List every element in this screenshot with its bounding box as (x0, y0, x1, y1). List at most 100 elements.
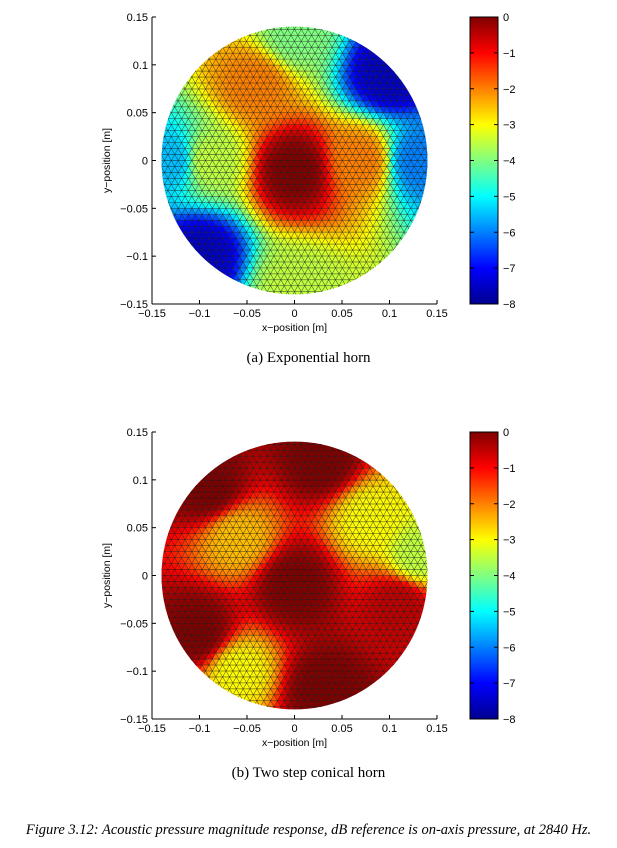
mesh-triangle (201, 261, 210, 269)
mesh-triangle (305, 298, 312, 304)
mesh-triangle (195, 58, 203, 66)
mesh-triangle (379, 676, 388, 684)
mesh-triangle (273, 291, 282, 295)
mesh-triangle (205, 46, 213, 54)
colorbar-tick-label: −3 (503, 120, 516, 132)
mesh-triangle (181, 243, 189, 251)
mesh-triangle (413, 634, 422, 642)
mesh-triangle (167, 629, 176, 636)
x-tick-label: 0.1 (382, 308, 397, 320)
mesh-triangle (222, 40, 230, 48)
colorbar-tick-label: −2 (503, 84, 516, 96)
mesh-triangle (246, 706, 254, 710)
mesh-triangle (428, 172, 435, 178)
mesh-triangle (338, 28, 347, 36)
mesh-triangle (393, 249, 401, 257)
mesh-triangle (256, 26, 265, 30)
mesh-triangle (222, 688, 230, 696)
mesh-triangle (177, 76, 186, 84)
mesh-triangle (328, 26, 336, 30)
mesh-triangle (154, 576, 161, 582)
mesh-triangle (321, 706, 330, 710)
mesh-triangle (294, 706, 302, 710)
mesh-triangle (294, 26, 302, 30)
mesh-triangle (259, 706, 268, 710)
mesh-triangle (417, 106, 425, 113)
mesh-triangle (154, 184, 161, 190)
mesh-triangle (369, 267, 377, 275)
mesh-triangle (324, 706, 333, 710)
mesh-triangle (208, 682, 217, 690)
y-tick-label: 0.15 (127, 12, 148, 24)
mesh-triangle (424, 160, 428, 167)
mesh-triangle (277, 713, 284, 719)
mesh-triangle (239, 700, 247, 707)
mesh-triangle (208, 267, 217, 275)
mesh-triangle (161, 202, 169, 209)
mesh-triangle (212, 267, 220, 275)
mesh-triangle (396, 243, 405, 251)
mesh-triangle (249, 285, 258, 293)
mesh-triangle (342, 285, 350, 292)
mesh-triangle (324, 291, 333, 295)
mesh-triangle (312, 17, 319, 23)
mesh-triangle (225, 694, 234, 702)
mesh-triangle (400, 652, 408, 660)
mesh-triangle (154, 587, 161, 593)
mesh-triangle (324, 26, 333, 30)
mesh-triangle (312, 298, 319, 304)
mesh-triangle (154, 143, 161, 149)
mesh-triangle (256, 706, 265, 710)
mesh-triangle (161, 599, 165, 606)
mesh-triangle (253, 291, 261, 295)
mesh-triangle (249, 28, 258, 36)
mesh-triangle (177, 237, 186, 245)
mesh-triangle (232, 694, 241, 702)
mesh-triangle (167, 100, 176, 107)
y-axis-label: y−position [m] (101, 128, 113, 193)
mesh-triangle (428, 143, 435, 149)
panel-exponential-horn: −0.15 −0.1 −0.05 0 0.05 0.1 0.15 0.15 0.1 0.05 0 −0… (0, 0, 617, 400)
mesh-triangle (376, 46, 384, 54)
mesh-triangle (184, 70, 193, 78)
mesh-triangle (174, 231, 182, 239)
mesh-triangle (366, 40, 374, 48)
x-tick-label: −0.05 (233, 308, 261, 320)
mesh-triangle (259, 26, 268, 30)
mesh-triangle (366, 688, 374, 696)
mesh-triangle (372, 267, 381, 275)
mesh-triangle (263, 706, 271, 710)
mesh-triangle (242, 28, 251, 36)
mesh-triangle (417, 628, 425, 636)
panel-two-step-conical-horn: −0.15 −0.1 −0.05 0 0.05 0.1 0.15 0.15 0.1 0.05 0 −0… (0, 415, 617, 815)
mesh-triangle (403, 76, 412, 84)
mesh-triangle (256, 291, 265, 295)
mesh-triangle (307, 706, 316, 710)
mesh-triangle (396, 70, 405, 78)
mesh-triangle (379, 52, 388, 60)
mesh-triangle (164, 100, 172, 108)
colorbar-tick-label: −6 (503, 227, 516, 239)
x-tick-label: 0.05 (331, 308, 352, 320)
mesh-triangle (318, 291, 326, 295)
mesh-triangle (318, 26, 326, 30)
mesh-triangle (171, 225, 179, 233)
mesh-triangle (352, 35, 360, 42)
mesh-triangle (266, 26, 275, 30)
mesh-triangle (417, 623, 425, 630)
mesh-triangle (424, 172, 428, 179)
mesh-triangle (161, 545, 165, 552)
mesh-triangle (271, 17, 278, 23)
mesh-triangle (428, 593, 435, 599)
mesh-triangle (259, 291, 268, 295)
mesh-triangle (428, 137, 435, 143)
mesh-triangle (359, 688, 367, 696)
mesh-triangle (345, 28, 353, 36)
mesh-triangle (312, 713, 319, 719)
colorbar-tick-label: −8 (503, 299, 516, 311)
mesh-triangle (413, 94, 422, 102)
mesh-triangle (198, 261, 206, 269)
mesh-triangle (181, 76, 189, 84)
colorbar-tick-label: −7 (503, 263, 516, 275)
mesh-triangle (164, 106, 172, 113)
